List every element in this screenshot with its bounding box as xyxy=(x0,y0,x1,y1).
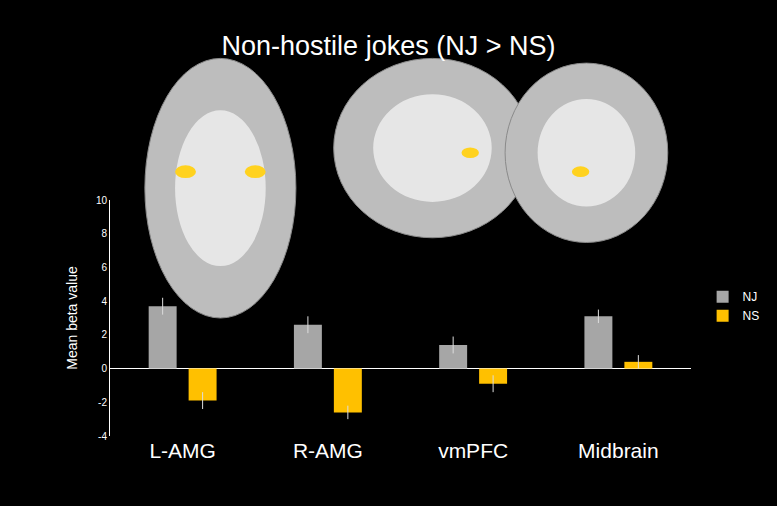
svg-text:NS: NS xyxy=(743,309,760,323)
svg-text:vmPFC: vmPFC xyxy=(438,439,508,462)
svg-text:R-AMG: R-AMG xyxy=(293,439,363,462)
svg-text:8: 8 xyxy=(101,228,107,239)
svg-text:0: 0 xyxy=(101,363,107,374)
svg-text:Non-hostile jokes (NJ > NS): Non-hostile jokes (NJ > NS) xyxy=(222,31,556,61)
svg-text:NJ: NJ xyxy=(743,290,758,304)
svg-text:Midbrain: Midbrain xyxy=(578,439,659,462)
svg-text:10: 10 xyxy=(96,195,108,206)
svg-text:2: 2 xyxy=(101,329,107,340)
svg-text:4: 4 xyxy=(101,296,107,307)
svg-text:Mean beta value: Mean beta value xyxy=(64,266,80,370)
svg-text:-4: -4 xyxy=(98,431,107,442)
svg-text:6: 6 xyxy=(101,262,107,273)
svg-text:-2: -2 xyxy=(98,397,107,408)
svg-text:L-AMG: L-AMG xyxy=(149,439,216,462)
